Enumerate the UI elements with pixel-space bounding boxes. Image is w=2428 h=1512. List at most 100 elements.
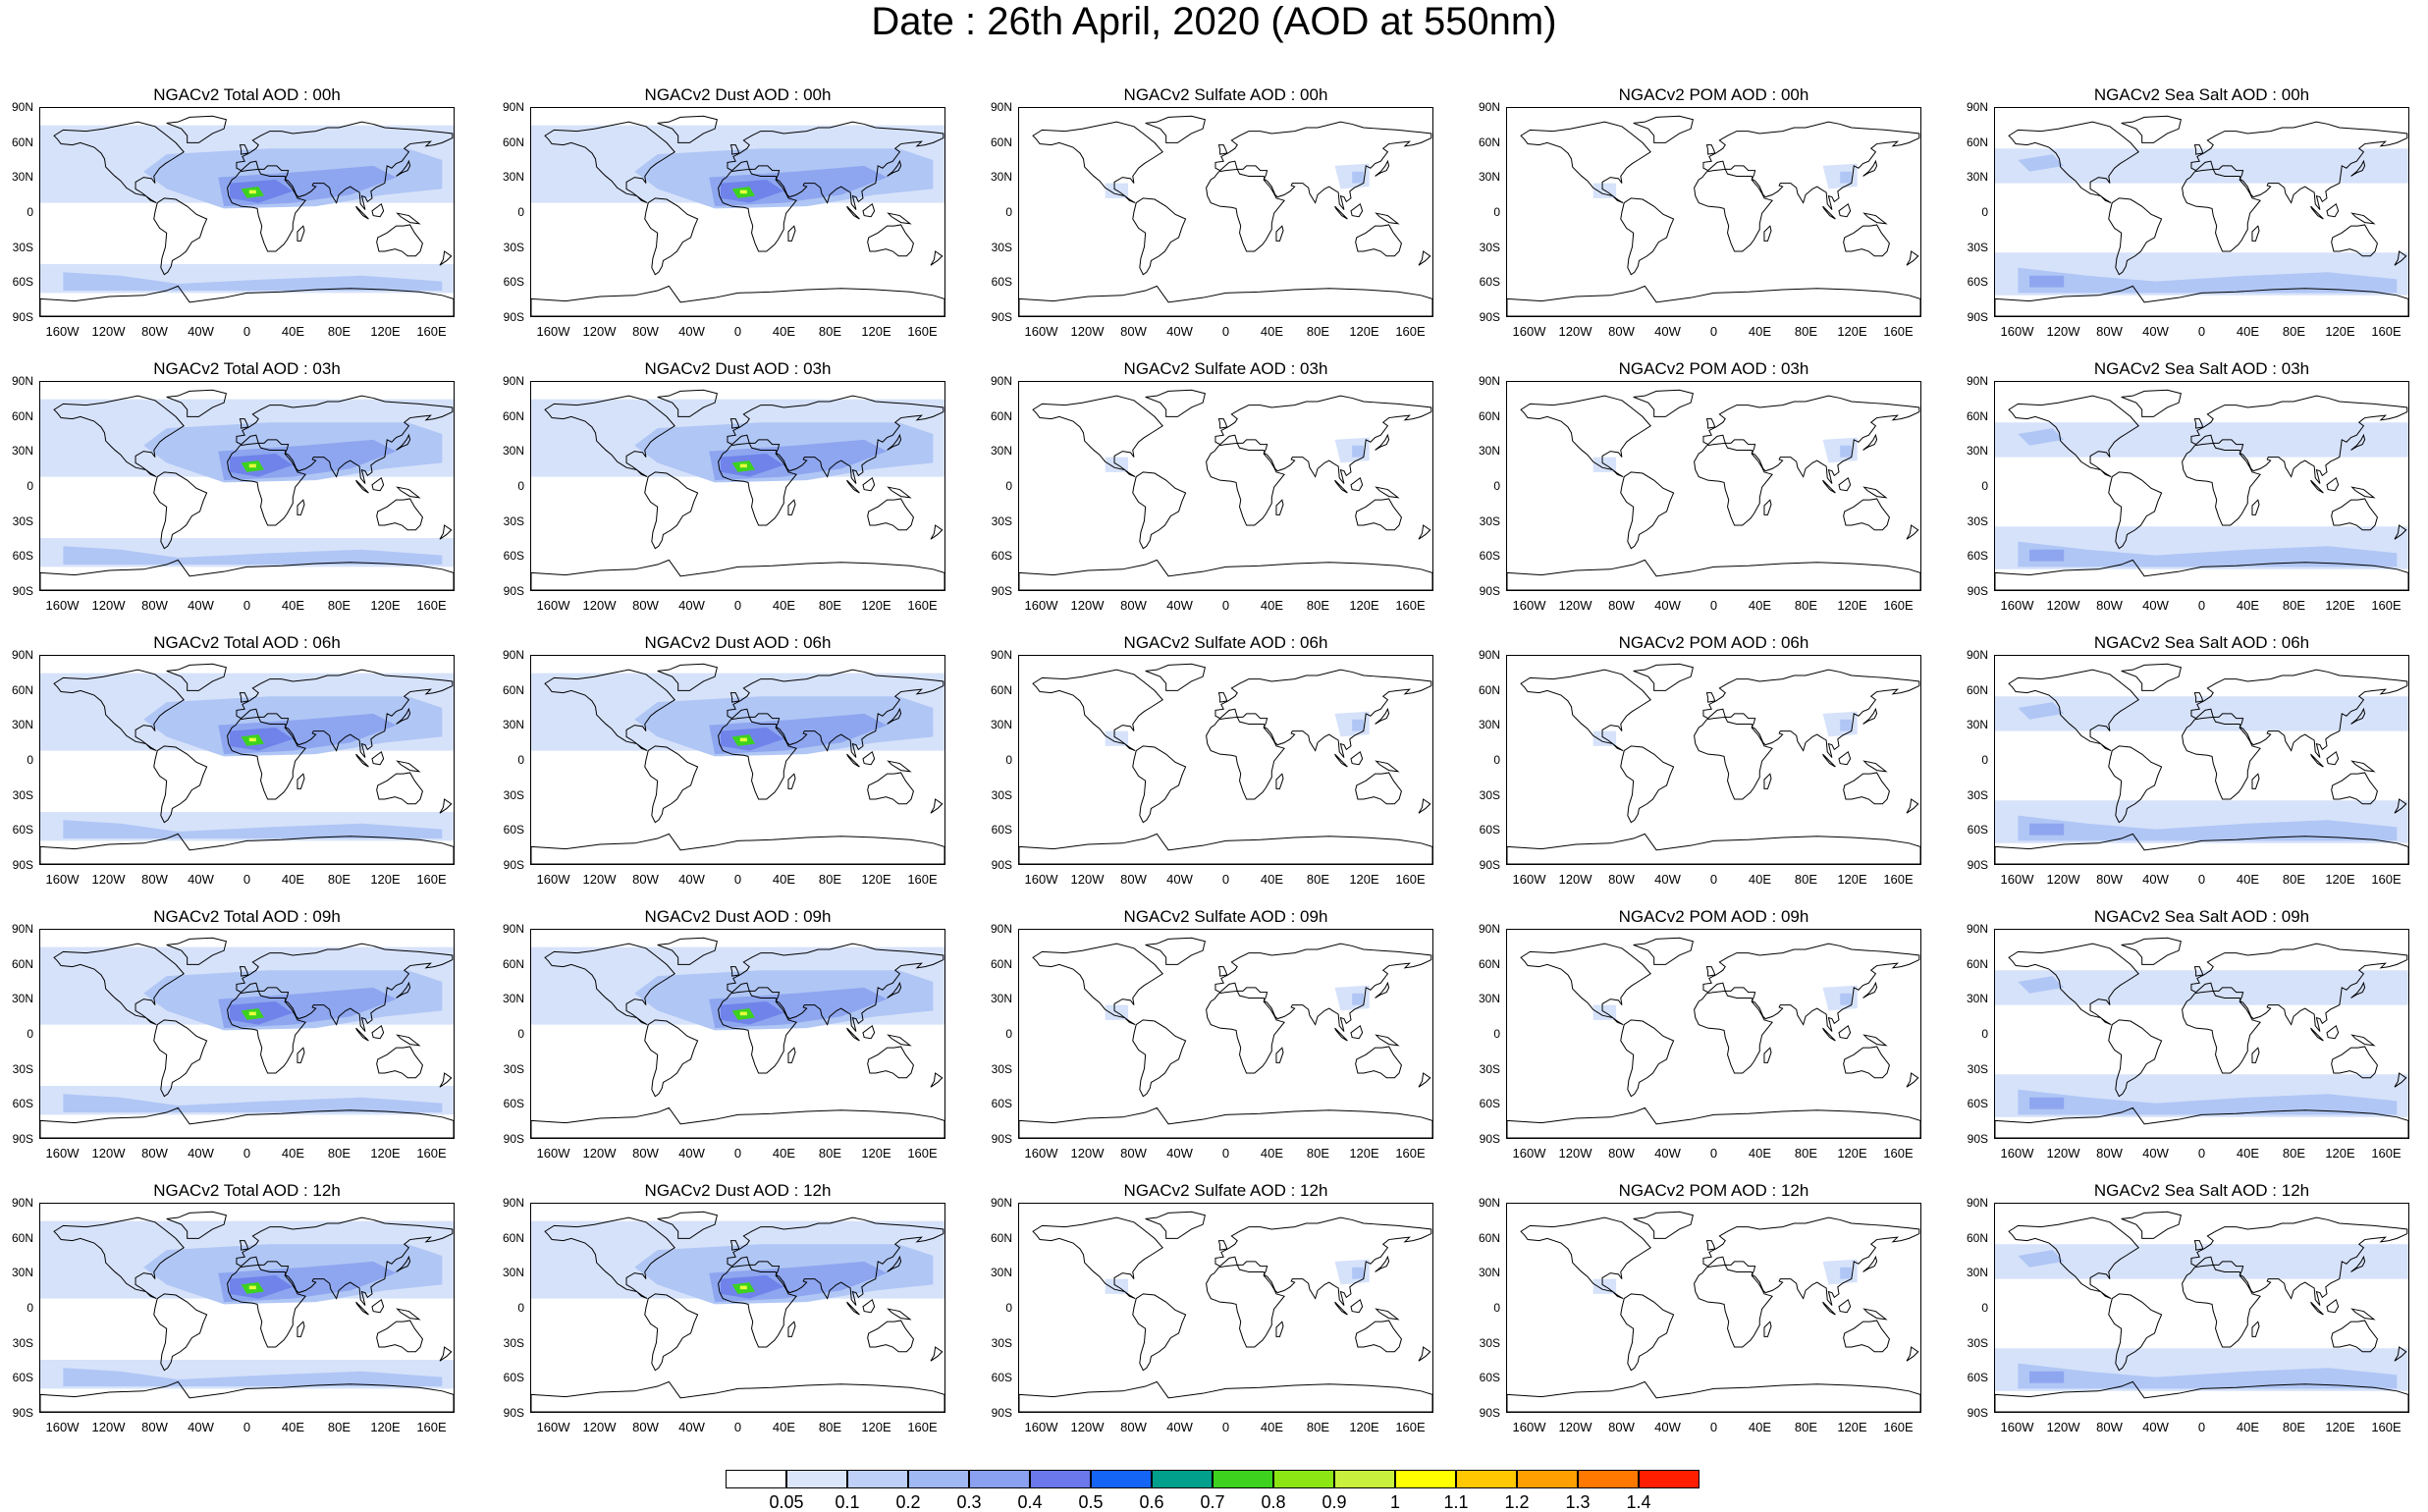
coastline-new-guinea — [887, 212, 912, 225]
map-frame — [39, 381, 455, 591]
coastline-japan — [887, 1255, 902, 1272]
coastline-new-zealand — [1418, 524, 1431, 540]
coastline-africa-eurasia — [1206, 395, 1432, 526]
longitude-label: 120E — [1837, 1420, 1867, 1434]
longitude-label: 0 — [243, 1420, 251, 1434]
coastline-africa-eurasia — [1206, 1216, 1432, 1348]
coastline-sumatra — [2310, 1301, 2324, 1316]
longitude-label: 160E — [2371, 1420, 2401, 1434]
coastline-antarctica — [40, 833, 454, 864]
coastline-greenland — [1633, 1211, 1694, 1239]
coastline-antarctica — [40, 559, 454, 590]
coastline-greenland — [657, 663, 718, 691]
coastline-borneo — [862, 1024, 876, 1040]
latitude-label: 30N — [990, 718, 1012, 732]
coastline-madagascar — [787, 499, 796, 515]
aod-field-region — [2018, 541, 2398, 567]
colorbar-label: 1 — [1389, 1492, 1400, 1512]
longitude-label: 80W — [1120, 598, 1147, 613]
panel-title: NGACv2 Dust AOD : 00h — [644, 85, 832, 104]
coastline-sumatra — [355, 479, 369, 494]
latitude-label: 60N — [11, 408, 33, 423]
colorbar-label: 0.5 — [1078, 1492, 1104, 1512]
coastline-madagascar — [297, 1047, 305, 1063]
coastline-new-guinea — [887, 760, 912, 773]
world-map — [1019, 937, 1432, 1138]
coastline-south-america — [644, 471, 699, 550]
coastline-borneo — [2326, 202, 2340, 218]
longitude-label: 120E — [370, 324, 401, 339]
longitude-label: 80W — [1608, 1420, 1635, 1434]
coastline-south-america — [153, 1293, 208, 1372]
coastline-greenland — [2121, 115, 2182, 143]
coastline-greenland — [657, 1211, 718, 1239]
colorbar-label: 1.1 — [1443, 1492, 1469, 1512]
coastline-borneo — [862, 202, 876, 218]
longitude-label: 80W — [1120, 1146, 1147, 1161]
coastline-new-guinea — [1375, 212, 1400, 225]
aod-field-region — [1352, 171, 1364, 184]
coastline-uk — [2193, 966, 2204, 977]
longitude-label: 160E — [1395, 872, 1426, 887]
coastline-madagascar — [1275, 1321, 1284, 1337]
longitude-label: 0 — [1709, 598, 1718, 613]
coastline-australia — [376, 1320, 423, 1353]
panel-title: NGACv2 Sulfate AOD : 09h — [1123, 907, 1328, 926]
longitude-label: 160W — [1512, 598, 1546, 613]
latitude-label: 90N — [502, 1196, 524, 1210]
longitude-label: 0 — [1709, 872, 1718, 887]
world-map — [1507, 115, 1920, 316]
longitude-label: 160W — [45, 324, 80, 339]
coastline-sumatra — [1334, 1027, 1348, 1042]
longitude-label: 40W — [1654, 598, 1681, 613]
latitude-label: 0 — [1981, 753, 1988, 767]
latitude-label: 60N — [502, 682, 524, 697]
longitude-label: 120W — [2046, 598, 2080, 613]
coastline-south-america — [1132, 471, 1187, 550]
coastline-madagascar — [2251, 225, 2260, 242]
longitude-label: 80W — [632, 1146, 659, 1161]
latitude-label: 60N — [502, 408, 524, 423]
longitude-label: 40W — [1166, 1420, 1193, 1434]
coastline-madagascar — [2251, 1047, 2260, 1063]
aod-field-region — [2029, 823, 2065, 836]
panel-title: NGACv2 Dust AOD : 03h — [644, 359, 832, 378]
latitude-label: 0 — [1005, 753, 1012, 767]
latitude-label: 90N — [11, 648, 33, 662]
latitude-label: 90N — [11, 374, 33, 388]
coastline-antarctica — [1995, 833, 2408, 864]
longitude-label: 40W — [678, 872, 705, 887]
aod-field-region — [2018, 1250, 2065, 1268]
latitude-label: 60N — [502, 135, 524, 149]
latitude-label: 30S — [991, 513, 1012, 528]
aod-field-region — [1840, 719, 1852, 731]
longitude-label: 40W — [188, 1146, 214, 1161]
longitude-label: 80E — [1794, 1420, 1818, 1434]
latitude-label: 0 — [27, 1027, 33, 1041]
figure-title: Date : 26th April, 2020 (AOD at 550nm) — [871, 0, 1557, 43]
longitude-label: 40E — [2236, 1146, 2260, 1161]
world-map — [1019, 115, 1432, 316]
longitude-label: 40E — [1748, 598, 1772, 613]
longitude-label: 40E — [281, 598, 305, 613]
longitude-label: 160E — [2371, 598, 2401, 613]
longitude-label: 120W — [91, 324, 126, 339]
longitude-label: 0 — [2197, 324, 2206, 339]
coastline-borneo — [1838, 1298, 1852, 1314]
coastline-north-america — [544, 669, 675, 752]
world-map — [40, 1211, 454, 1412]
coastline-japan — [1375, 707, 1390, 725]
longitude-label: 160W — [1024, 1420, 1058, 1434]
map-frame — [530, 929, 945, 1139]
map-frame — [39, 929, 455, 1139]
latitude-label: 90S — [1967, 584, 1988, 598]
coastline-north-america — [1520, 943, 1651, 1026]
latitude-label: 90N — [990, 1196, 1012, 1210]
coastline-new-zealand — [1906, 1072, 1919, 1088]
longitude-label: 40E — [1748, 872, 1772, 887]
latitude-label: 90S — [12, 1132, 33, 1146]
map-panel: NGACv2 Sulfate AOD : 12h 90N 60N 30N 0 30S 60S… — [979, 1179, 1465, 1453]
map-frame — [1018, 929, 1433, 1139]
panel-title: NGACv2 Sea Salt AOD : 06h — [2093, 633, 2310, 652]
latitude-label: 0 — [27, 1301, 33, 1315]
